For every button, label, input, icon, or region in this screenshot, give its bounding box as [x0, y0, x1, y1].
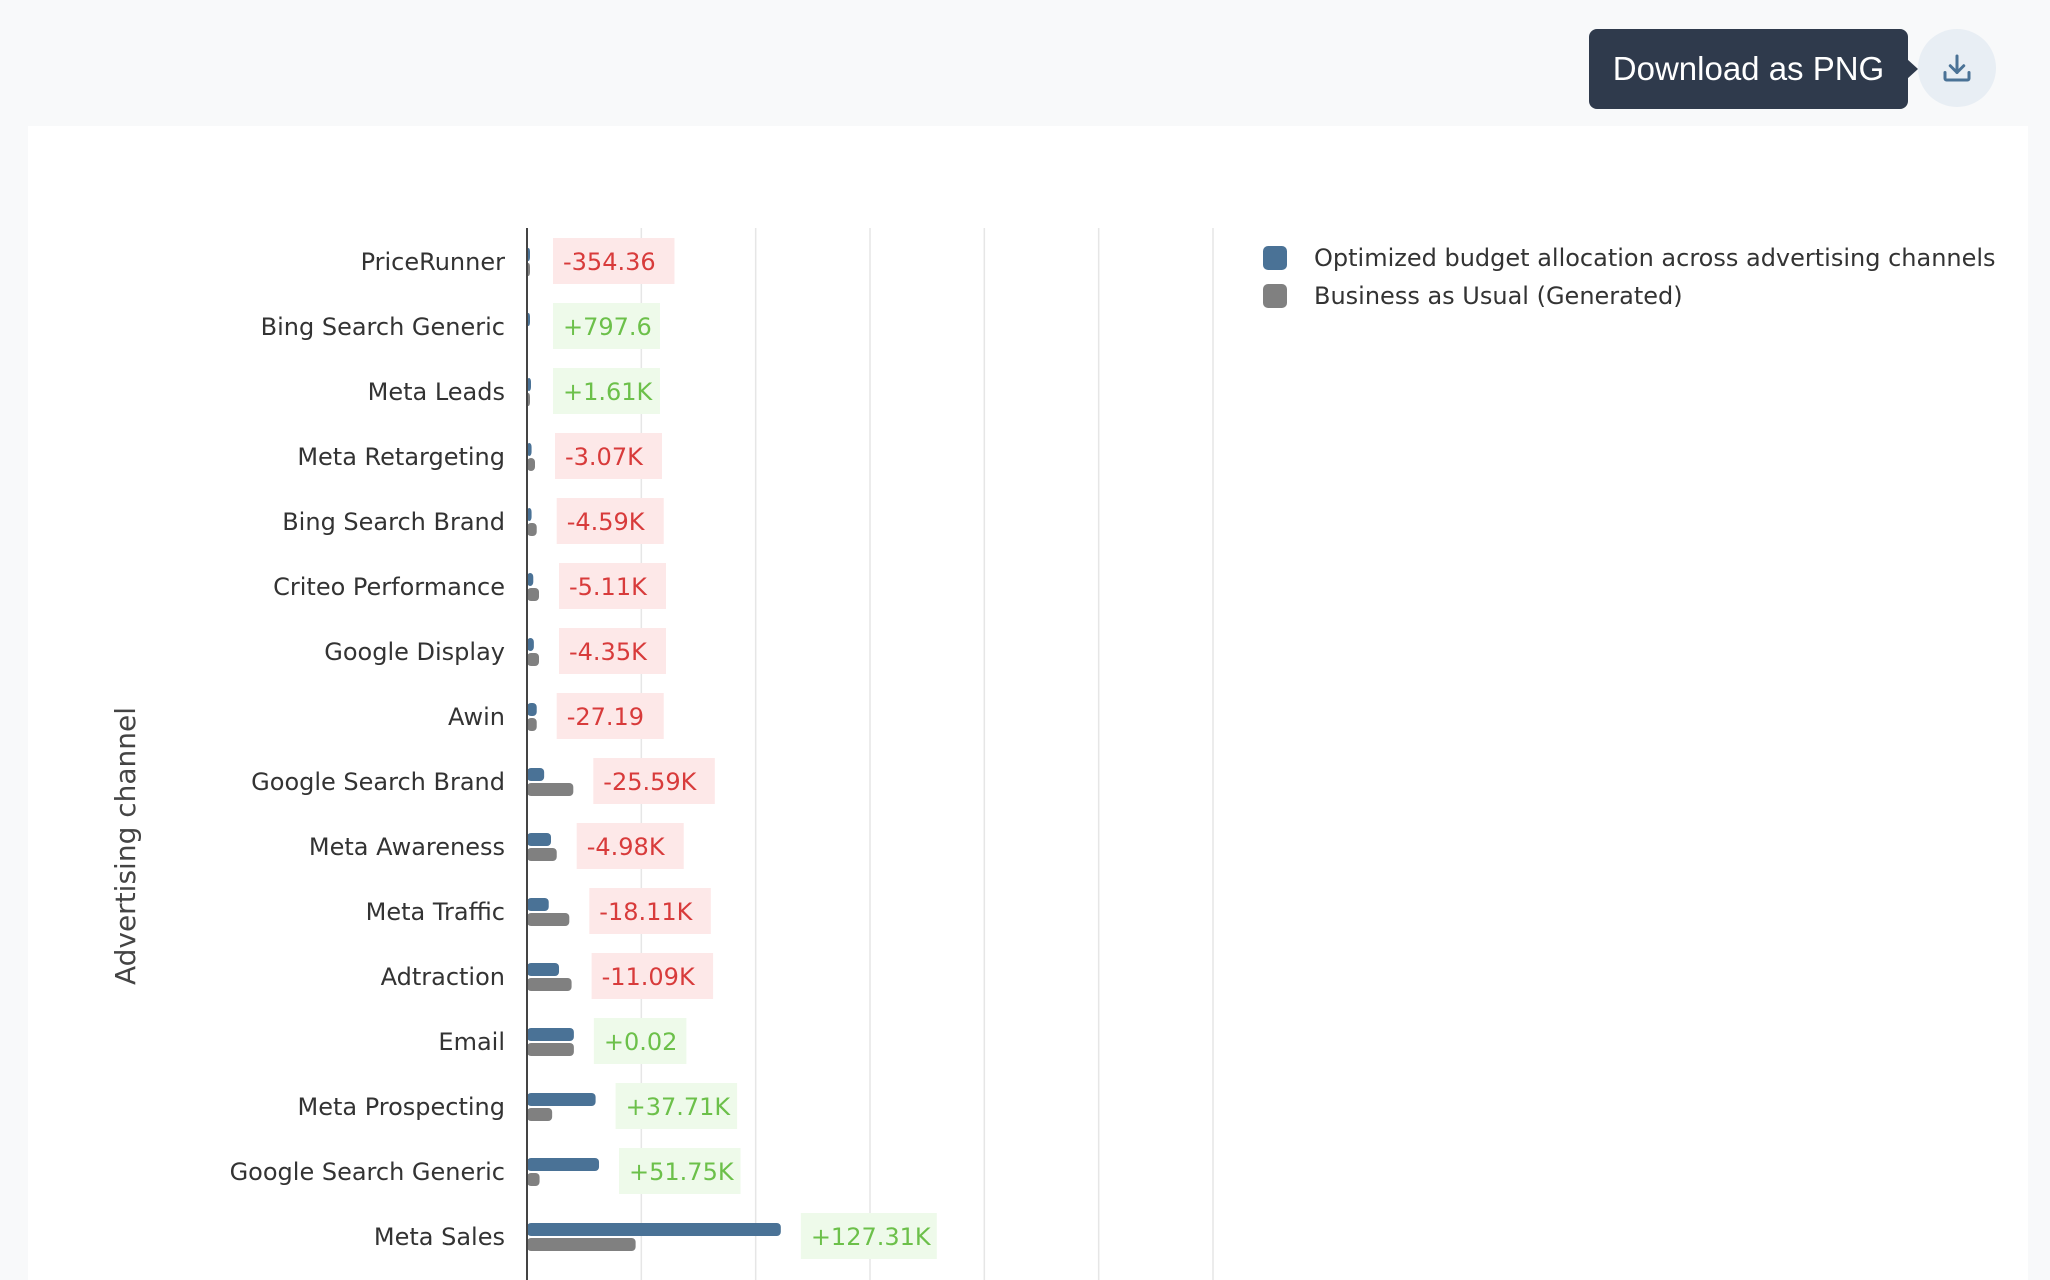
bar-optimized[interactable]	[527, 573, 534, 586]
download-icon	[1943, 54, 1971, 82]
delta-label: -25.59K	[603, 768, 697, 796]
delta-label: -4.59K	[567, 508, 646, 536]
category-label: Google Display	[324, 638, 505, 666]
delta-badge	[576, 823, 684, 869]
bar-business-as-usual[interactable]	[527, 1108, 553, 1121]
bar-optimized[interactable]	[527, 1028, 574, 1041]
bar-business-as-usual[interactable]	[527, 848, 557, 861]
category-label: Meta Prospecting	[297, 1093, 505, 1121]
category-label: Google Search Generic	[230, 1158, 505, 1186]
delta-badge	[591, 953, 714, 999]
category-label: Meta Sales	[374, 1223, 505, 1251]
bar-optimized[interactable]	[527, 963, 560, 976]
delta-label: -354.36	[563, 248, 656, 276]
legend-swatch[interactable]	[1263, 284, 1287, 308]
delta-label: -11.09K	[602, 963, 696, 991]
delta-badge	[553, 368, 660, 414]
bar-business-as-usual[interactable]	[527, 458, 536, 471]
delta-badge	[556, 498, 664, 544]
bar-business-as-usual[interactable]	[527, 1238, 636, 1251]
delta-badge	[619, 1148, 741, 1194]
delta-badge	[593, 758, 715, 804]
bar-business-as-usual[interactable]	[527, 718, 537, 731]
delta-badge	[589, 888, 711, 934]
delta-badge	[556, 693, 664, 739]
delta-badge	[615, 1083, 738, 1129]
bar-optimized[interactable]	[527, 1093, 596, 1106]
category-label: Meta Awareness	[309, 833, 505, 861]
delta-label: +0.02	[604, 1028, 678, 1056]
category-label: PriceRunner	[361, 248, 506, 276]
chart-card: Advertising channel PriceRunner -354.36 Bin…	[28, 126, 2028, 1280]
category-label: Meta Leads	[368, 378, 505, 406]
category-label: Email	[438, 1028, 505, 1056]
delta-label: +797.6	[563, 313, 652, 341]
delta-badge	[800, 1213, 937, 1259]
category-label: Bing Search Brand	[282, 508, 505, 536]
delta-label: -27.19	[567, 703, 644, 731]
delta-label: -4.98K	[587, 833, 666, 861]
tooltip-text: Download as PNG	[1612, 50, 1885, 87]
bar-optimized[interactable]	[527, 703, 537, 716]
bar-business-as-usual[interactable]	[527, 653, 540, 666]
bar-optimized[interactable]	[527, 443, 532, 456]
delta-badge	[553, 303, 660, 349]
bar-business-as-usual[interactable]	[527, 523, 537, 536]
bar-optimized[interactable]	[527, 638, 534, 651]
bar-optimized[interactable]	[527, 1223, 781, 1236]
bar-optimized[interactable]	[527, 898, 549, 911]
delta-label: +127.31K	[811, 1223, 932, 1251]
category-label: Meta Traffic	[366, 898, 505, 926]
delta-badge	[593, 1018, 687, 1064]
bar-optimized[interactable]	[527, 1158, 600, 1171]
delta-badge	[559, 563, 667, 609]
bar-business-as-usual[interactable]	[527, 913, 570, 926]
bar-business-as-usual[interactable]	[527, 588, 540, 601]
bar-optimized[interactable]	[527, 378, 532, 391]
category-label: Criteo Performance	[273, 573, 505, 601]
chart-svg: Advertising channel PriceRunner -354.36 Bin…	[109, 228, 1996, 1280]
bar-business-as-usual[interactable]	[527, 783, 574, 796]
legend-item-label[interactable]: Optimized budget allocation across adver…	[1314, 244, 1996, 272]
delta-label: -4.35K	[569, 638, 648, 666]
bar-optimized[interactable]	[527, 508, 532, 521]
category-label: Meta Retargeting	[297, 443, 505, 471]
delta-label: +37.71K	[626, 1093, 732, 1121]
delta-label: -5.11K	[569, 573, 648, 601]
delta-label: +1.61K	[563, 378, 654, 406]
delta-label: -18.11K	[599, 898, 693, 926]
delta-label: +51.75K	[629, 1158, 735, 1186]
bar-business-as-usual[interactable]	[527, 1173, 540, 1186]
legend-swatch[interactable]	[1263, 246, 1287, 270]
download-tooltip: Download as PNG	[1589, 29, 1908, 109]
category-label: Bing Search Generic	[261, 313, 505, 341]
category-label: Adtraction	[381, 963, 505, 991]
category-label: Awin	[448, 703, 505, 731]
delta-badge	[553, 238, 675, 284]
delta-label: -3.07K	[565, 443, 644, 471]
bar-business-as-usual[interactable]	[527, 978, 572, 991]
legend-item-label[interactable]: Business as Usual (Generated)	[1314, 282, 1683, 310]
bar-optimized[interactable]	[527, 833, 552, 846]
bar-business-as-usual[interactable]	[527, 1043, 574, 1056]
page-heading-cutoff	[0, 0, 2050, 12]
bar-optimized[interactable]	[527, 768, 545, 781]
delta-badge	[559, 628, 667, 674]
delta-badge	[555, 433, 663, 479]
tooltip-arrow	[1907, 59, 1918, 79]
category-label: Google Search Brand	[251, 768, 505, 796]
y-axis-title: Advertising channel	[109, 707, 142, 985]
download-png-button[interactable]	[1918, 29, 1996, 107]
